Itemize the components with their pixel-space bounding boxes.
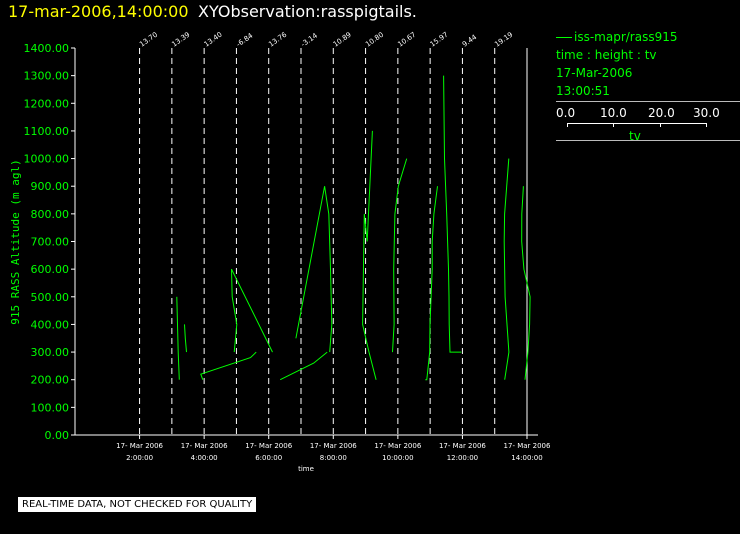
profile-tv-label: 13.70	[138, 31, 159, 49]
tv-profile-line	[362, 130, 377, 380]
scale-tick-mark	[706, 123, 707, 127]
profile-tv-label: 10.67	[396, 31, 417, 49]
axes	[74, 48, 538, 436]
x-tick-time: 14:00:00	[511, 454, 542, 462]
y-tick-label: 200.00	[31, 374, 70, 387]
profile-tv-label: 10.80	[364, 31, 385, 49]
x-tick-date: 17- Mar 2006	[374, 442, 421, 450]
y-ticks: 0.00 100.00 200.00 300.00 400.00 500.00 600.00…	[24, 42, 75, 442]
x-tick-date: 17- Mar 2006	[439, 442, 486, 450]
y-tick-label: 1200.00	[24, 97, 70, 110]
profile-tv-label: 13.40	[203, 31, 224, 49]
scale-tick-label: 0.0	[556, 106, 576, 120]
legend-variables: time : height : tv	[556, 48, 657, 62]
x-tick-date: 17- Mar 2006	[245, 442, 292, 450]
tv-profile-line	[425, 186, 438, 381]
profile-tv-label: 9.44	[461, 33, 479, 49]
scale-tick-mark	[567, 123, 568, 127]
x-tick-time: 2:00:00	[126, 454, 153, 462]
y-tick-label: 600.00	[31, 263, 70, 276]
tv-profile-line	[231, 268, 273, 353]
legend-divider-bottom	[556, 140, 740, 141]
quality-notice: REAL-TIME DATA, NOT CHECKED FOR QUALITY	[18, 497, 257, 512]
legend-series-label: iss-mapr/rass915	[574, 30, 678, 44]
y-tick-label: 1100.00	[24, 125, 70, 138]
header-title: XYObservation:rasspigtails.	[198, 2, 417, 21]
profile-tv-label: 15.97	[429, 31, 450, 49]
y-tick-label: 1000.00	[24, 153, 70, 166]
tv-profile-line	[503, 158, 510, 380]
legend-series-row: iss-mapr/rass915	[556, 28, 740, 46]
x-tick-date: 17- Mar 2006	[504, 442, 551, 450]
x-tick-time: 12:00:00	[447, 454, 478, 462]
legend-panel: iss-mapr/rass915 time : height : tv 17-M…	[556, 28, 740, 143]
tv-profile-line	[184, 324, 187, 353]
x-tick-date: 17- Mar 2006	[310, 442, 357, 450]
profile-tv-label: 13.39	[170, 31, 191, 49]
x-tick-time: 6:00:00	[255, 454, 282, 462]
x-ticks: 17- Mar 2006 2:00:00 17- Mar 2006 4:00:00 17…	[116, 435, 551, 462]
scale-axis-line	[567, 123, 707, 124]
scale-tick-label: 30.0	[693, 106, 720, 120]
series-lines	[176, 75, 531, 381]
x-tick-date: 17- Mar 2006	[181, 442, 228, 450]
profile-guides: 13.70 13.39 13.40 -6.84 13.76 -3.14 10.89 10.80…	[138, 30, 514, 435]
tv-profile-line	[295, 186, 333, 353]
legend-divider-top	[556, 101, 740, 102]
y-tick-label: 800.00	[31, 208, 70, 221]
y-tick-label: 700.00	[31, 236, 70, 249]
scale-label: tv	[629, 129, 641, 143]
scale-tick-label: 10.0	[600, 106, 627, 120]
tv-profile-line	[521, 186, 531, 380]
tv-profile-line	[392, 158, 408, 353]
profile-tv-label: 19.19	[493, 31, 514, 49]
x-tick-date: 17- Mar 2006	[116, 442, 163, 450]
header-datetime: 17-mar-2006,14:00:00	[8, 2, 189, 21]
x-tick-time: 8:00:00	[320, 454, 347, 462]
y-tick-label: 500.00	[31, 291, 70, 304]
y-tick-label: 900.00	[31, 180, 70, 193]
profile-tv-label: -6.84	[235, 31, 255, 48]
profile-tv-label: -3.14	[300, 31, 320, 48]
scale-tick-mark	[613, 123, 614, 127]
y-tick-label: 1300.00	[24, 70, 70, 83]
y-tick-label: 400.00	[31, 318, 70, 331]
y-tick-label: 0.00	[45, 429, 70, 442]
legend-line-swatch	[556, 37, 572, 38]
scale-tick-label: 20.0	[648, 106, 675, 120]
profile-tv-label: 13.76	[267, 30, 288, 48]
tv-profile-line	[279, 351, 328, 381]
profile-tv-label: 10.89	[332, 31, 353, 49]
y-tick-label: 300.00	[31, 346, 70, 359]
scale-tick-mark	[660, 123, 661, 127]
tv-profile-line	[200, 351, 257, 380]
tv-profile-line	[176, 296, 180, 380]
y-axis-label: 915 RASS Altitude (m agl)	[9, 159, 22, 325]
y-tick-label: 1400.00	[24, 42, 70, 55]
y-tick-label: 100.00	[31, 401, 70, 414]
legend-date: 17-Mar-2006	[556, 66, 633, 80]
x-tick-time: 10:00:00	[382, 454, 413, 462]
legend-time: 13:00:51	[556, 84, 610, 98]
legend-tv-scale: 0.0 10.0 20.0 30.0 tv	[556, 106, 740, 146]
x-axis-label: time	[298, 465, 314, 473]
tv-profile-line	[443, 75, 462, 353]
x-tick-time: 4:00:00	[191, 454, 218, 462]
